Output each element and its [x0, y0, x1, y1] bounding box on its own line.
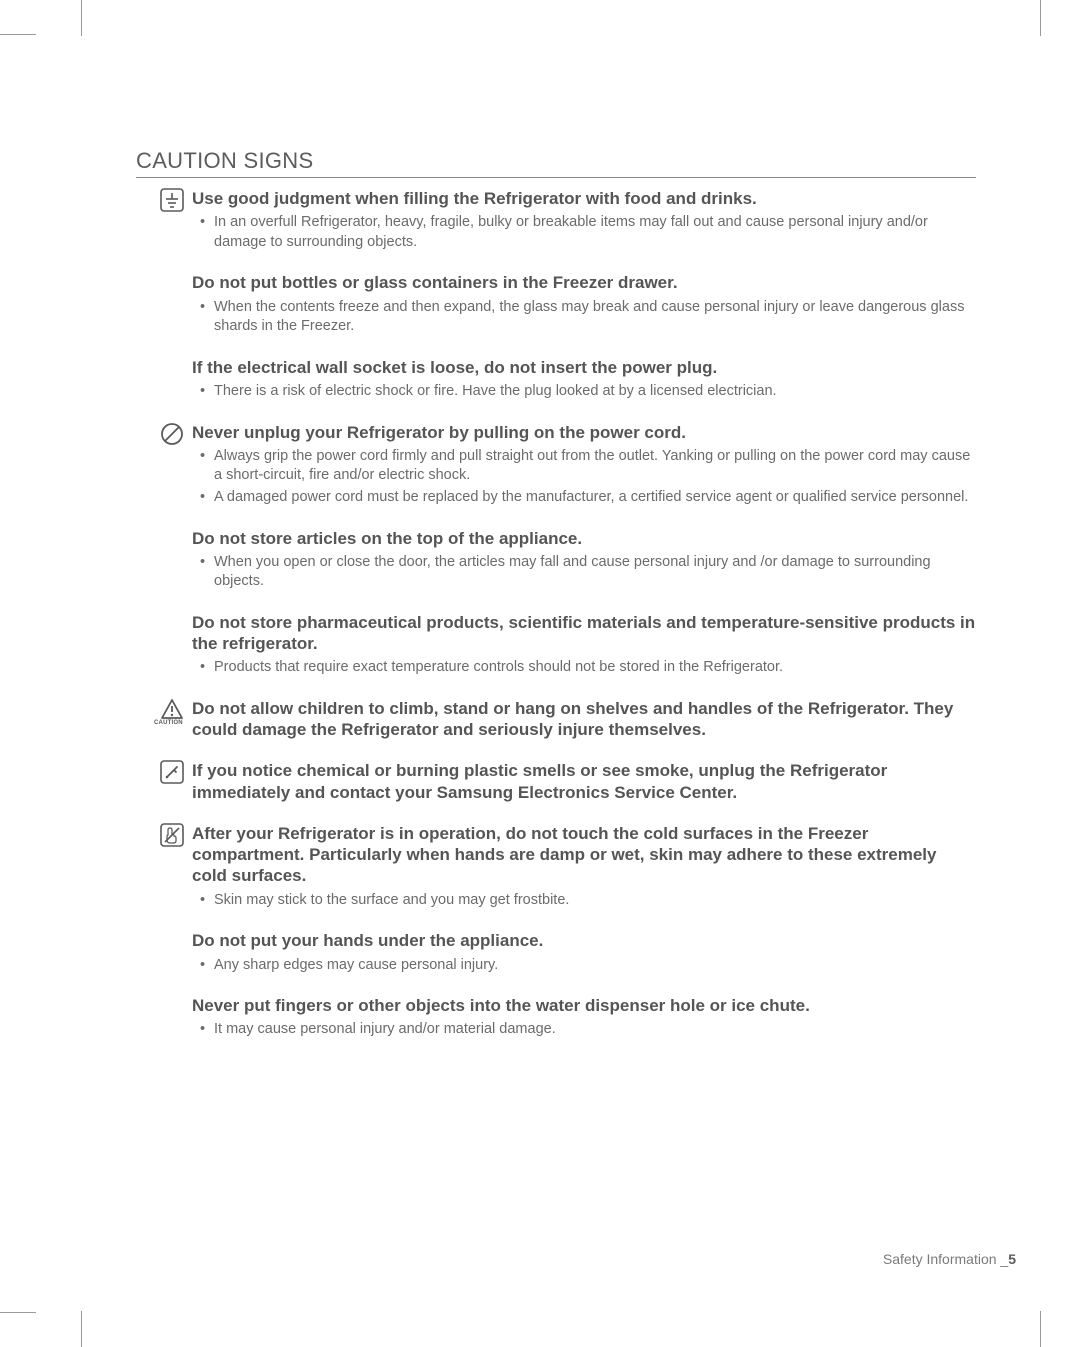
crop-mark — [0, 34, 36, 35]
page-footer: Safety Information _5 — [883, 1251, 1016, 1267]
footer-label: Safety Information _ — [883, 1251, 1008, 1267]
section-heading: Use good judgment when filling the Refri… — [192, 188, 976, 209]
crop-mark — [1040, 1311, 1041, 1347]
caution-section: Do not put your hands under the applianc… — [136, 930, 976, 975]
bullet-item: A damaged power cord must be replaced by… — [214, 488, 976, 508]
section-heading: Do not store pharmaceutical products, sc… — [192, 612, 976, 655]
bullet-list: Always grip the power cord firmly and pu… — [192, 447, 976, 508]
bullet-list: It may cause personal injury and/or mate… — [192, 1020, 976, 1040]
section-heading: Never unplug your Refrigerator by pullin… — [192, 422, 976, 443]
bullet-list: Any sharp edges may cause personal injur… — [192, 956, 976, 976]
bullet-list: Skin may stick to the surface and you ma… — [192, 891, 976, 911]
bullet-item: It may cause personal injury and/or mate… — [214, 1020, 976, 1040]
caution-section: CAUTION Do not allow children to climb, s… — [136, 698, 976, 741]
bullet-item: In an overfull Refrigerator, heavy, frag… — [214, 213, 976, 252]
caution-section: If the electrical wall socket is loose, … — [136, 357, 976, 402]
bullet-item: Always grip the power cord firmly and pu… — [214, 447, 976, 486]
bullet-item: When the contents freeze and then expand… — [214, 298, 976, 337]
bullet-list: When you open or close the door, the art… — [192, 553, 976, 592]
caution-icon: CAUTION — [160, 698, 184, 720]
crop-mark — [81, 1311, 82, 1347]
bullet-list: When the contents freeze and then expand… — [192, 298, 976, 337]
caution-section: After your Refrigerator is in operation,… — [136, 823, 976, 910]
ground-icon — [160, 188, 184, 212]
caution-section: Do not store articles on the top of the … — [136, 528, 976, 592]
section-heading: Never put fingers or other objects into … — [192, 995, 976, 1016]
bullet-item: Products that require exact temperature … — [214, 658, 976, 678]
disassemble-icon — [160, 760, 184, 784]
caution-section: Do not store pharmaceutical products, sc… — [136, 612, 976, 678]
section-heading: Do not allow children to climb, stand or… — [192, 698, 976, 741]
crop-mark — [0, 1312, 36, 1313]
bullet-list: Products that require exact temperature … — [192, 658, 976, 678]
bullet-item: There is a risk of electric shock or fir… — [214, 382, 976, 402]
section-heading: Do not put bottles or glass containers i… — [192, 272, 976, 293]
caution-section: If you notice chemical or burning plasti… — [136, 760, 976, 803]
bullet-list: There is a risk of electric shock or fir… — [192, 382, 976, 402]
section-heading: After your Refrigerator is in operation,… — [192, 823, 976, 887]
prohibit-icon — [160, 422, 184, 446]
crop-mark — [81, 0, 82, 36]
bullet-item: Skin may stick to the surface and you ma… — [214, 891, 976, 911]
page-title: CAUTION SIGNS — [136, 148, 976, 178]
footer-page-number: 5 — [1008, 1251, 1016, 1267]
notouch-icon — [160, 823, 184, 847]
section-heading: If the electrical wall socket is loose, … — [192, 357, 976, 378]
caution-section: Use good judgment when filling the Refri… — [136, 188, 976, 252]
section-heading: Do not put your hands under the applianc… — [192, 930, 976, 951]
crop-mark — [1040, 0, 1041, 36]
caution-section: Do not put bottles or glass containers i… — [136, 272, 976, 336]
section-heading: Do not store articles on the top of the … — [192, 528, 976, 549]
caution-section: Never put fingers or other objects into … — [136, 995, 976, 1040]
page-content: CAUTION SIGNS Use good judgment when fil… — [136, 148, 976, 1060]
bullet-item: Any sharp edges may cause personal injur… — [214, 956, 976, 976]
caution-label: CAUTION — [154, 720, 183, 726]
bullet-item: When you open or close the door, the art… — [214, 553, 976, 592]
bullet-list: In an overfull Refrigerator, heavy, frag… — [192, 213, 976, 252]
section-heading: If you notice chemical or burning plasti… — [192, 760, 976, 803]
caution-section: Never unplug your Refrigerator by pullin… — [136, 422, 976, 508]
